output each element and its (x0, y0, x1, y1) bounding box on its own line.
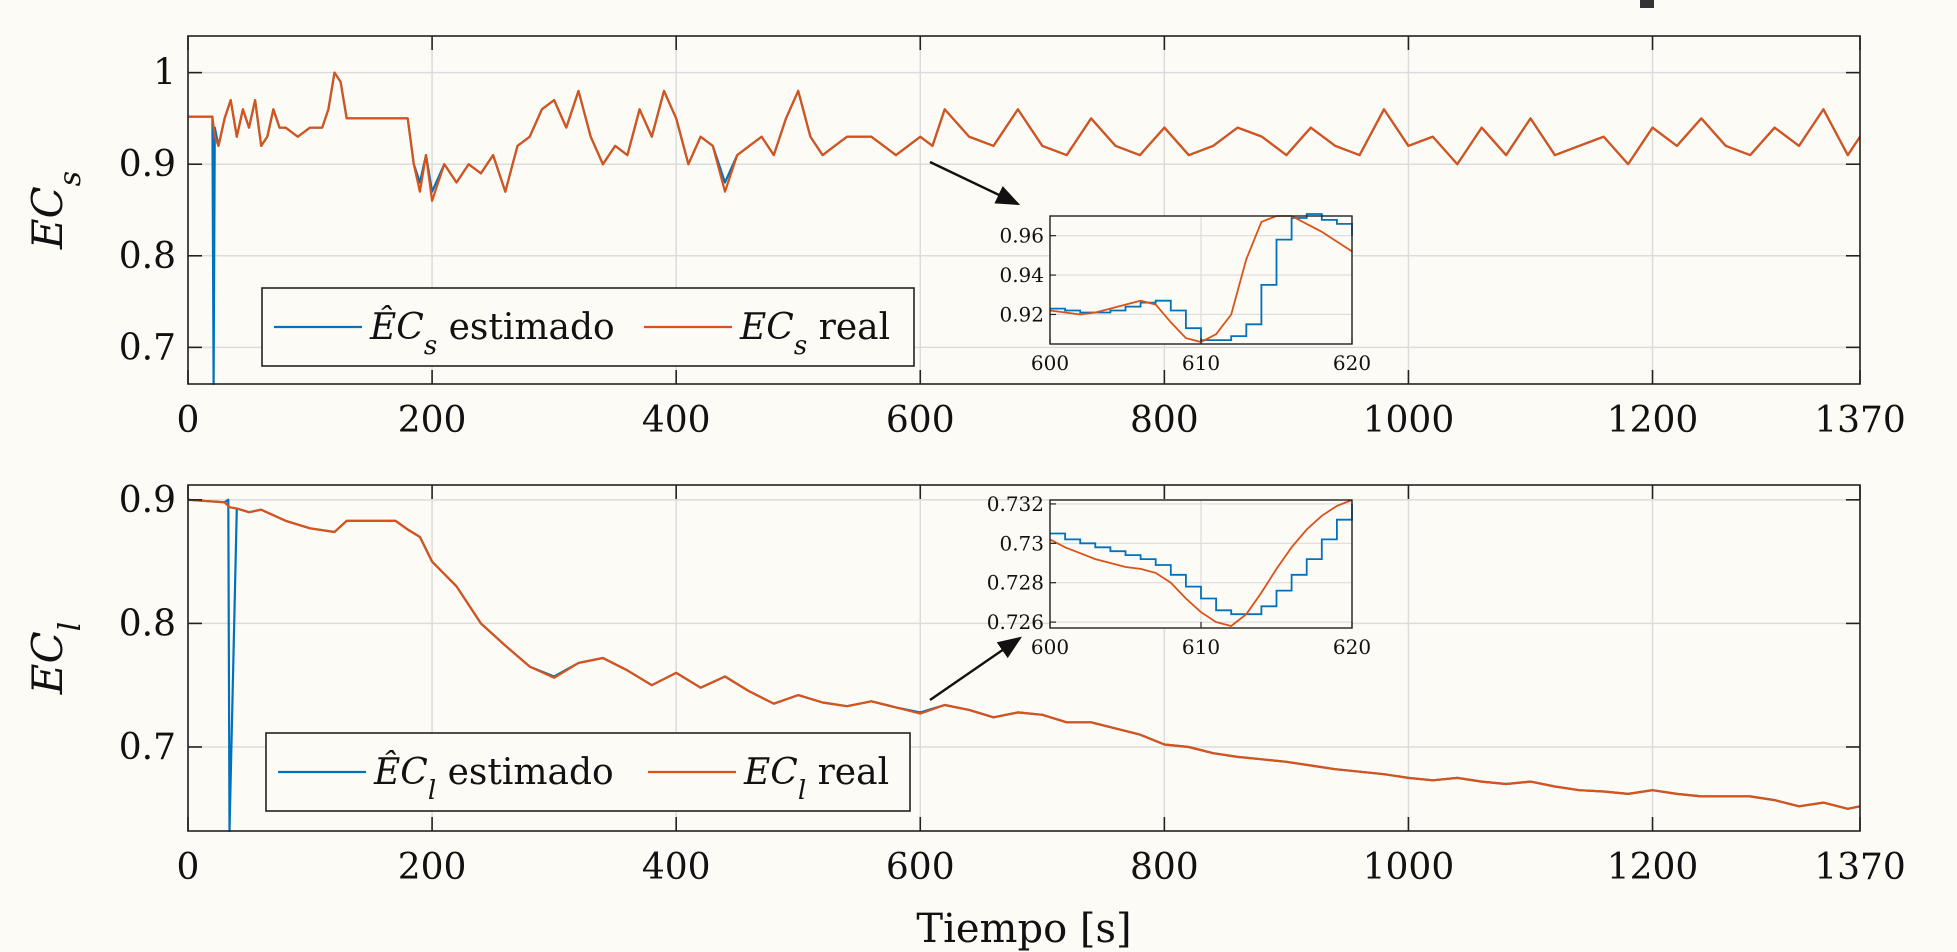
inset-x-tick-label: 610 (1182, 351, 1220, 375)
y-tick-label: 0.7 (119, 327, 176, 368)
axes-box (187, 484, 1861, 832)
y-tick-label: 0.7 (119, 727, 176, 768)
legend-label-subscript: s (794, 331, 807, 361)
x-tick-label: 1370 (1814, 847, 1906, 888)
x-tick-label: 0 (177, 847, 200, 888)
legend-label-main: ÊC (373, 751, 428, 793)
inset-y-tick-label: 0.732 (987, 492, 1044, 516)
legend-label-main: EC (743, 752, 798, 793)
x-tick-label: 1200 (1607, 400, 1699, 441)
series-line-real (188, 71, 1861, 202)
legend-label-estimado: ÊCl estimado (373, 751, 614, 806)
legend-label-subscript: l (428, 776, 436, 806)
legend-label-suffix: estimado (437, 307, 615, 348)
inset-y-tick-label: 0.73 (999, 531, 1044, 555)
title-fragment-mark (1640, 0, 1654, 8)
x-tick-label: 200 (398, 400, 467, 441)
x-tick-label: 0 (177, 400, 200, 441)
y-axis-label: ECl (23, 622, 88, 695)
inset-series-estimado (1050, 503, 1353, 616)
x-tick-label: 1000 (1363, 847, 1455, 888)
y-axis-label-main: EC (23, 186, 72, 250)
y-axis-label-main: EC (23, 631, 72, 695)
inset-x-tick-label: 600 (1031, 635, 1069, 659)
legend-label-main: ÊC (369, 306, 424, 348)
legend-label-subscript: s (424, 331, 437, 361)
x-tick-label: 1370 (1814, 400, 1906, 441)
x-tick-label: 800 (1130, 400, 1199, 441)
y-axis-label-subscript: s (53, 171, 88, 186)
inset-x-tick-label: 610 (1182, 635, 1220, 659)
x-axis-label: Tiempo [s] (916, 906, 1131, 952)
y-tick-label: 0.8 (119, 603, 176, 644)
x-tick-label: 400 (642, 400, 711, 441)
top-subplot-ecs: 0 200 400 600 800 1000 1200 13700.70.80.91ECsÊC… (23, 35, 1906, 441)
legend-label-main: EC (739, 307, 794, 348)
inset-x-tick-label: 620 (1333, 635, 1371, 659)
legend-box (265, 732, 911, 812)
inset-y-tick-label: 0.728 (987, 571, 1044, 595)
x-tick-label: 800 (1130, 847, 1199, 888)
series-line-real (187, 498, 1861, 810)
y-axis-label: ECs (23, 171, 88, 250)
legend-label-estimado: ÊCs estimado (369, 306, 615, 361)
x-tick-label: 1200 (1607, 847, 1699, 888)
zoom-arrow (929, 636, 1022, 701)
inset-series-real (1049, 499, 1353, 627)
inset-y-tick-label: 0.94 (999, 263, 1044, 287)
legend-label-suffix: real (807, 307, 890, 348)
zoom-arrow (929, 160, 1021, 206)
legend-label-suffix: estimado (436, 752, 614, 793)
axes-box (187, 35, 1861, 385)
inset-x-tick-label: 600 (1031, 351, 1069, 375)
inset-x-tick-label: 620 (1333, 351, 1371, 375)
y-tick-label: 0.9 (119, 144, 176, 185)
legend-label-real: ECs real (739, 307, 890, 361)
y-tick-label: 0.9 (119, 480, 176, 521)
legend-label-suffix: real (806, 752, 889, 793)
x-tick-label: 600 (886, 847, 955, 888)
x-tick-label: 1000 (1363, 400, 1455, 441)
legend-label-subscript: l (798, 776, 806, 806)
inset-y-tick-label: 0.96 (999, 224, 1044, 248)
x-tick-label: 400 (642, 847, 711, 888)
x-tick-label: 200 (398, 847, 467, 888)
y-tick-label: 1 (153, 53, 176, 94)
inset-y-tick-label: 0.92 (999, 302, 1044, 326)
legend-box (261, 287, 915, 367)
y-tick-label: 0.8 (119, 236, 176, 277)
figure-title-fragment (1640, 0, 1654, 8)
legend-label-real: ECl real (743, 752, 889, 806)
x-tick-label: 600 (886, 400, 955, 441)
bottom-subplot-ecl: 0 200 400 600 800 1000 1200 13700.70.80.9EClTie… (23, 480, 1906, 952)
y-axis-label-subscript: l (53, 622, 88, 632)
inset-y-tick-label: 0.726 (987, 610, 1044, 634)
